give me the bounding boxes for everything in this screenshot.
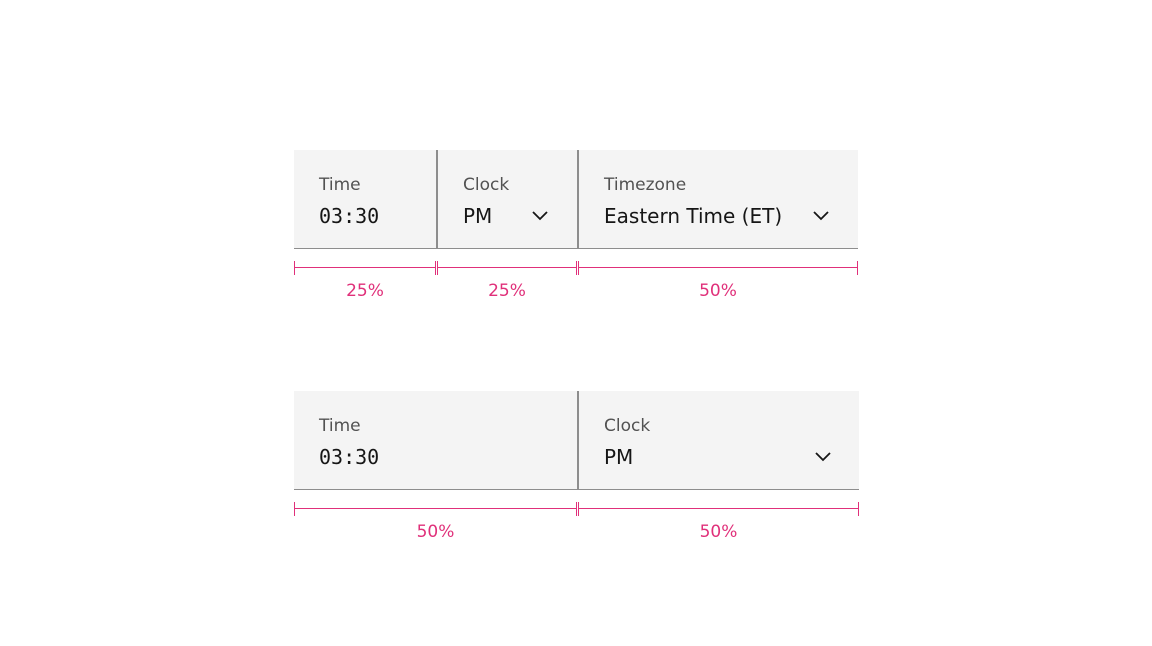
chevron-down-icon[interactable] <box>812 209 830 221</box>
timezone-label: Timezone <box>604 175 687 195</box>
time-input[interactable]: Time 03:30 <box>294 391 577 489</box>
time-picker-example-1: Time 03:30 Clock PM Timezone Eastern Tim… <box>294 150 858 249</box>
time-picker-example-2: Time 03:30 Clock PM <box>294 391 859 490</box>
measure-segment: 50% <box>294 502 577 542</box>
width-label: 50% <box>699 522 738 542</box>
time-label: Time <box>319 175 361 195</box>
width-label: 25% <box>488 281 526 301</box>
time-value[interactable]: 03:30 <box>319 445 380 469</box>
clock-label: Clock <box>604 416 651 436</box>
measure-segment: 25% <box>294 261 436 301</box>
clock-select[interactable]: Clock PM <box>436 150 577 248</box>
time-value[interactable]: 03:30 <box>319 204 380 228</box>
timezone-select[interactable]: Timezone Eastern Time (ET) <box>577 150 858 248</box>
clock-label: Clock <box>463 175 510 195</box>
time-label: Time <box>319 416 361 436</box>
chevron-down-icon[interactable] <box>814 450 832 462</box>
measurement-2: 50% 50% <box>294 502 859 542</box>
clock-value: PM <box>463 204 493 228</box>
clock-select[interactable]: Clock PM <box>577 391 859 489</box>
chevron-down-icon[interactable] <box>531 209 549 221</box>
measure-segment: 50% <box>578 261 858 301</box>
measure-segment: 25% <box>437 261 577 301</box>
clock-value: PM <box>604 445 634 469</box>
width-label: 50% <box>699 281 737 301</box>
width-label: 25% <box>346 281 384 301</box>
timezone-value: Eastern Time (ET) <box>604 204 783 228</box>
time-input[interactable]: Time 03:30 <box>294 150 436 248</box>
width-label: 50% <box>416 522 455 542</box>
measure-segment: 50% <box>578 502 859 542</box>
measurement-1: 25% 25% 50% <box>294 261 858 301</box>
